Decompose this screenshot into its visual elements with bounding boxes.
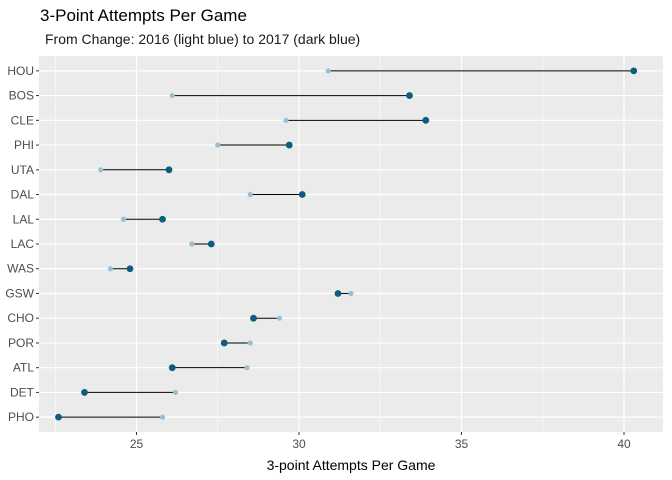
point-2017-atl xyxy=(168,364,176,372)
point-2017-phi xyxy=(285,141,293,149)
point-2017-dal xyxy=(298,191,306,198)
point-2017-pho xyxy=(55,413,62,421)
point-2017-por xyxy=(220,339,228,347)
point-2016-atl xyxy=(244,365,250,371)
point-2016-lac xyxy=(189,241,195,247)
y-tick-label-uta: UTA xyxy=(11,163,34,177)
point-2016-cho xyxy=(276,315,283,321)
point-2017-was xyxy=(126,265,134,273)
y-tick-label-bos: BOS xyxy=(9,89,34,103)
point-2016-hou xyxy=(325,68,331,74)
y-tick-label-lal: LAL xyxy=(13,212,35,226)
y-tick-label-lac: LAC xyxy=(11,237,35,251)
point-2016-phi xyxy=(215,142,221,148)
point-2016-pho xyxy=(159,414,166,420)
connector-lines xyxy=(58,70,634,418)
point-2016-uta xyxy=(98,167,104,173)
y-tick-label-phi: PHI xyxy=(14,138,34,152)
point-2016-det xyxy=(172,389,179,396)
point-2017-bos xyxy=(406,92,413,99)
y-tick-label-pho: PHO xyxy=(8,410,34,424)
point-2017-gsw xyxy=(334,290,342,297)
point-2017-det xyxy=(81,389,88,396)
point-2016-cle xyxy=(283,117,289,123)
x-tick-label: 40 xyxy=(617,437,631,451)
point-2016-lal xyxy=(120,216,127,222)
chart-subtitle: From Change: 2016 (light blue) to 2017 (… xyxy=(45,31,361,47)
y-tick-label-det: DET xyxy=(10,385,35,399)
y-tick-label-was: WAS xyxy=(7,262,34,276)
y-tick-label-cle: CLE xyxy=(11,113,34,127)
point-2016-was xyxy=(107,266,114,272)
y-tick-label-atl: ATL xyxy=(13,361,34,375)
y-tick-label-cho: CHO xyxy=(7,311,34,325)
point-2016-por xyxy=(247,340,253,346)
x-axis-title: 3-point Attempts Per Game xyxy=(267,457,436,473)
point-2017-cle xyxy=(422,116,430,124)
point-2017-cho xyxy=(250,314,257,322)
y-tick-label-hou: HOU xyxy=(7,64,34,78)
point-2016-dal xyxy=(247,191,253,198)
point-2017-hou xyxy=(630,67,638,75)
y-tick-label-por: POR xyxy=(8,336,34,350)
point-2017-lal xyxy=(159,215,166,223)
chart-title: 3-Point Attempts Per Game xyxy=(40,6,247,25)
point-2016-gsw xyxy=(348,290,354,297)
x-tick-label: 25 xyxy=(130,437,144,451)
point-2017-uta xyxy=(165,166,173,174)
point-2016-bos xyxy=(169,92,175,99)
x-tick-label: 35 xyxy=(455,437,469,451)
data-points xyxy=(55,67,638,421)
x-tick-label: 30 xyxy=(292,437,306,451)
grid-lines xyxy=(39,56,663,432)
y-tick-label-dal: DAL xyxy=(11,188,35,202)
axis-ticks: 25 30 35 40 HOU BOS CLE PHI UTA DAL LAL LAC WAS GSW CH… xyxy=(5,64,631,451)
y-tick-label-gsw: GSW xyxy=(5,286,34,300)
point-2017-lac xyxy=(207,240,215,248)
